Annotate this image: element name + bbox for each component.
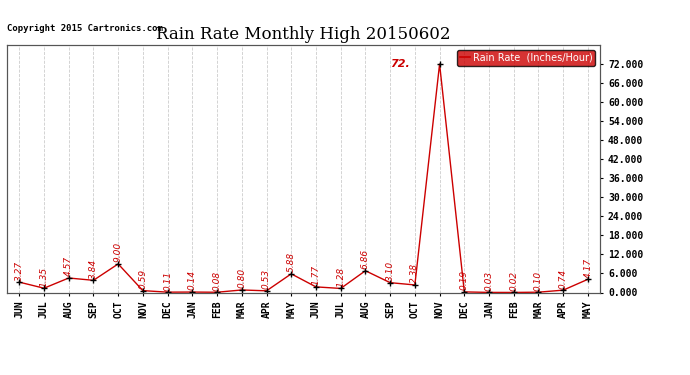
Text: 0.14: 0.14 [188, 270, 197, 291]
Text: 1.77: 1.77 [311, 265, 320, 285]
Text: 0.11: 0.11 [163, 270, 172, 291]
Title: Rain Rate Monthly High 20150602: Rain Rate Monthly High 20150602 [157, 27, 451, 44]
Text: 0.10: 0.10 [534, 270, 543, 291]
Text: 3.84: 3.84 [89, 259, 98, 279]
Text: 0.08: 0.08 [213, 270, 221, 291]
Text: 0.53: 0.53 [262, 269, 271, 289]
Text: 72.: 72. [390, 59, 410, 69]
Text: 0.19: 0.19 [460, 270, 469, 290]
Text: 5.88: 5.88 [287, 252, 296, 272]
Text: 0.80: 0.80 [237, 268, 246, 288]
Text: 1.28: 1.28 [336, 267, 345, 287]
Text: 1.35: 1.35 [39, 267, 48, 286]
Text: 0.03: 0.03 [484, 271, 493, 291]
Text: 9.00: 9.00 [114, 242, 123, 262]
Text: 3.10: 3.10 [386, 261, 395, 281]
Text: 0.74: 0.74 [559, 268, 568, 289]
Legend: Rain Rate  (Inches/Hour): Rain Rate (Inches/Hour) [457, 50, 595, 66]
Text: Copyright 2015 Cartronics.com: Copyright 2015 Cartronics.com [7, 24, 163, 33]
Text: 3.27: 3.27 [14, 260, 23, 280]
Text: 6.86: 6.86 [361, 249, 370, 269]
Text: 4.57: 4.57 [64, 256, 73, 276]
Text: 0.59: 0.59 [139, 269, 148, 289]
Text: 0.02: 0.02 [509, 271, 518, 291]
Text: 4.17: 4.17 [584, 258, 593, 278]
Text: 2.38: 2.38 [411, 263, 420, 284]
